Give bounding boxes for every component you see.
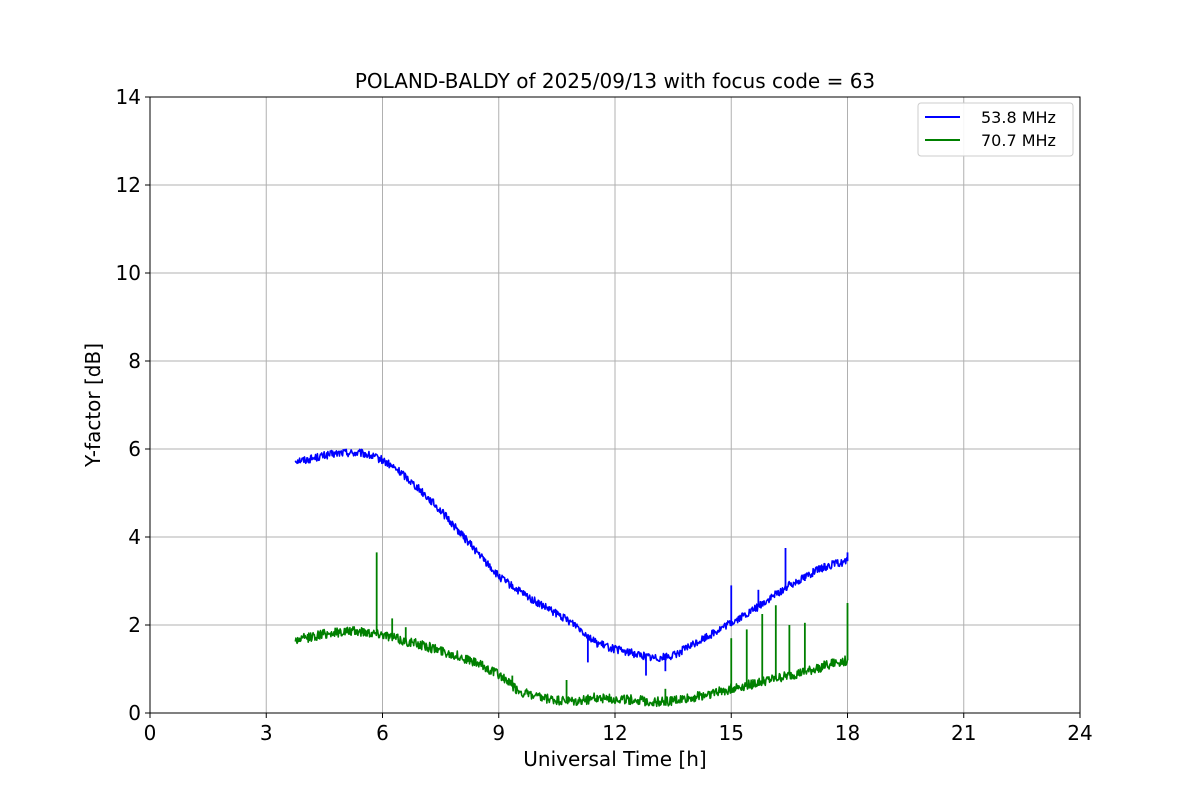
series-53-8-mhz-line — [294, 448, 849, 663]
chart-title: POLAND-BALDY of 2025/09/13 with focus co… — [355, 69, 875, 93]
x-tick-label: 6 — [376, 721, 389, 745]
y-axis-label: Y-factor [dB] — [81, 343, 105, 468]
y-tick-label: 4 — [128, 525, 141, 549]
legend-label-53-8-mhz: 53.8 MHz — [981, 108, 1056, 127]
x-tick-label: 18 — [835, 721, 860, 745]
y-tick-label: 2 — [128, 613, 141, 637]
x-tick-label: 0 — [144, 721, 157, 745]
series-70-7-mhz — [294, 552, 849, 708]
y-tick-label: 6 — [128, 437, 141, 461]
x-tick-label: 3 — [260, 721, 273, 745]
series-53-8-mhz — [294, 448, 849, 676]
y-tick-label: 8 — [128, 349, 141, 373]
series-70-7-mhz-line — [294, 626, 849, 708]
x-tick-label: 12 — [602, 721, 627, 745]
y-tick-label: 0 — [128, 701, 141, 725]
y-tick-label: 12 — [116, 173, 141, 197]
legend-label-70-7-mhz: 70.7 MHz — [981, 131, 1056, 150]
x-axis-label: Universal Time [h] — [523, 747, 706, 771]
y-tick-label: 14 — [116, 85, 141, 109]
x-tick-label: 15 — [719, 721, 744, 745]
series-layer — [294, 448, 849, 708]
legend: 53.8 MHz 70.7 MHz — [917, 102, 1074, 157]
y-tick-label: 10 — [116, 261, 141, 285]
x-tick-label: 24 — [1067, 721, 1092, 745]
x-tick-label: 9 — [492, 721, 505, 745]
x-tick-label: 21 — [951, 721, 976, 745]
